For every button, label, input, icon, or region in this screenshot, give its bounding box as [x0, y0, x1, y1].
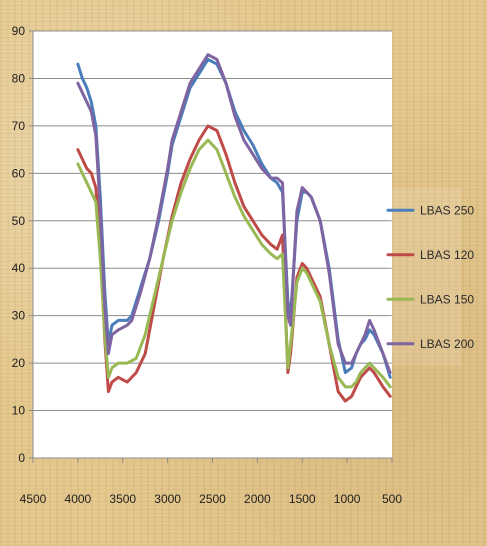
legend-label: LBAS 120: [420, 248, 474, 262]
plot-area: 4500 4000 3500 3000 2500 2000 1500 1000 500 0 10 2…: [12, 24, 403, 506]
x-tick-label: 2500: [199, 492, 226, 506]
x-axis-ticks: [32, 458, 393, 463]
x-axis-tick-labels: 4500 4000 3500 3000 2500 2000 1500 1000 500: [20, 492, 403, 506]
series-group: [76, 53, 392, 403]
y-axis-tick-labels: 0 10 20 30 40 50 60 70 80 90: [12, 24, 26, 465]
y-tick-label: 50: [12, 214, 26, 228]
legend-label: LBAS 200: [420, 337, 474, 351]
y-tick-label: 0: [18, 451, 25, 465]
legend: LBAS 250 LBAS 120 LBAS 150 LBAS 200: [386, 188, 474, 366]
legend-box: [388, 188, 461, 366]
series-line: [76, 57, 392, 379]
y-tick-label: 10: [12, 404, 26, 418]
y-tick-label: 30: [12, 309, 26, 323]
y-axis-ticks: [29, 30, 33, 459]
x-tick-label: 3500: [109, 492, 136, 506]
series-line: [76, 53, 392, 375]
x-tick-label: 500: [382, 492, 402, 506]
x-tick-label: 4500: [20, 492, 47, 506]
series-line: [76, 138, 392, 389]
y-tick-label: 90: [12, 24, 26, 38]
x-tick-label: 4000: [65, 492, 92, 506]
y-tick-label: 60: [12, 166, 26, 180]
y-tick-label: 40: [12, 261, 26, 275]
legend-label: LBAS 250: [420, 203, 474, 217]
y-gridlines: [33, 30, 392, 412]
y-tick-label: 20: [12, 356, 26, 370]
x-tick-label: 1000: [334, 492, 361, 506]
x-tick-label: 3000: [154, 492, 181, 506]
x-tick-label: 2000: [244, 492, 271, 506]
y-tick-label: 80: [12, 71, 26, 85]
series-line: [76, 124, 392, 403]
legend-label: LBAS 150: [420, 292, 474, 306]
y-tick-label: 70: [12, 119, 26, 133]
x-tick-label: 1500: [289, 492, 316, 506]
